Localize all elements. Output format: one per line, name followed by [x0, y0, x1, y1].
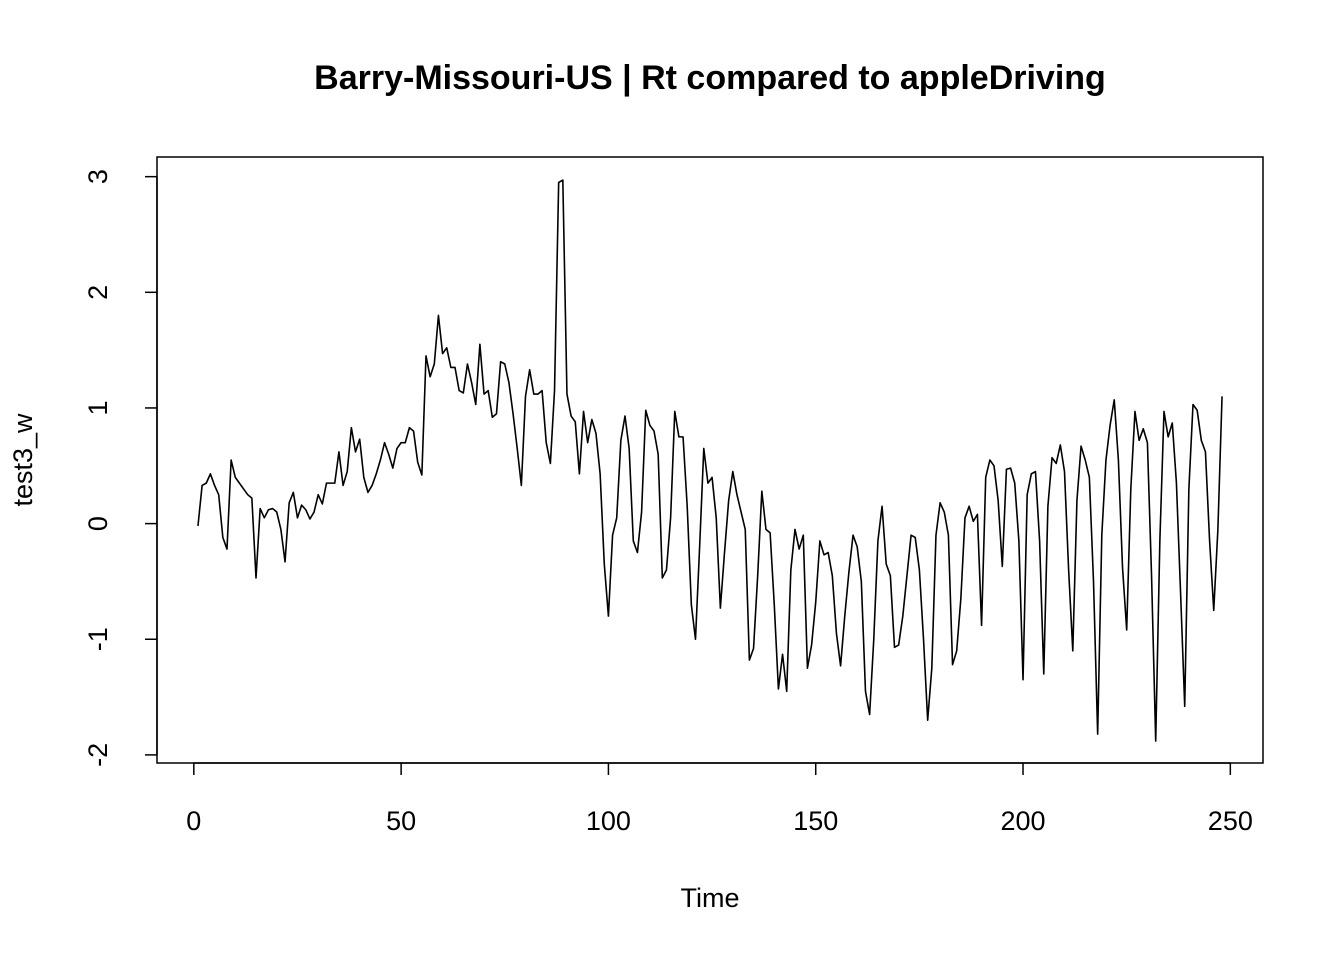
y-tick-label: -2 — [83, 743, 113, 767]
y-tick-label: 1 — [83, 400, 113, 415]
x-tick-label: 100 — [586, 806, 631, 836]
x-tick-label: 150 — [793, 806, 838, 836]
x-axis-label: Time — [681, 883, 740, 913]
y-tick-label: 0 — [83, 516, 113, 531]
y-tick-label: 2 — [83, 285, 113, 300]
x-tick-label: 0 — [186, 806, 201, 836]
x-tick-label: 250 — [1208, 806, 1253, 836]
x-tick-label: 200 — [1000, 806, 1045, 836]
x-tick-label: 50 — [386, 806, 416, 836]
chart-title: Barry-Missouri-US | Rt compared to apple… — [314, 59, 1106, 97]
data-line — [197, 179, 1223, 742]
plot-frame — [156, 156, 1264, 764]
y-tick-label: -1 — [83, 627, 113, 651]
y-axis-label: test3_w — [8, 413, 38, 507]
y-tick-label: 3 — [83, 169, 113, 184]
